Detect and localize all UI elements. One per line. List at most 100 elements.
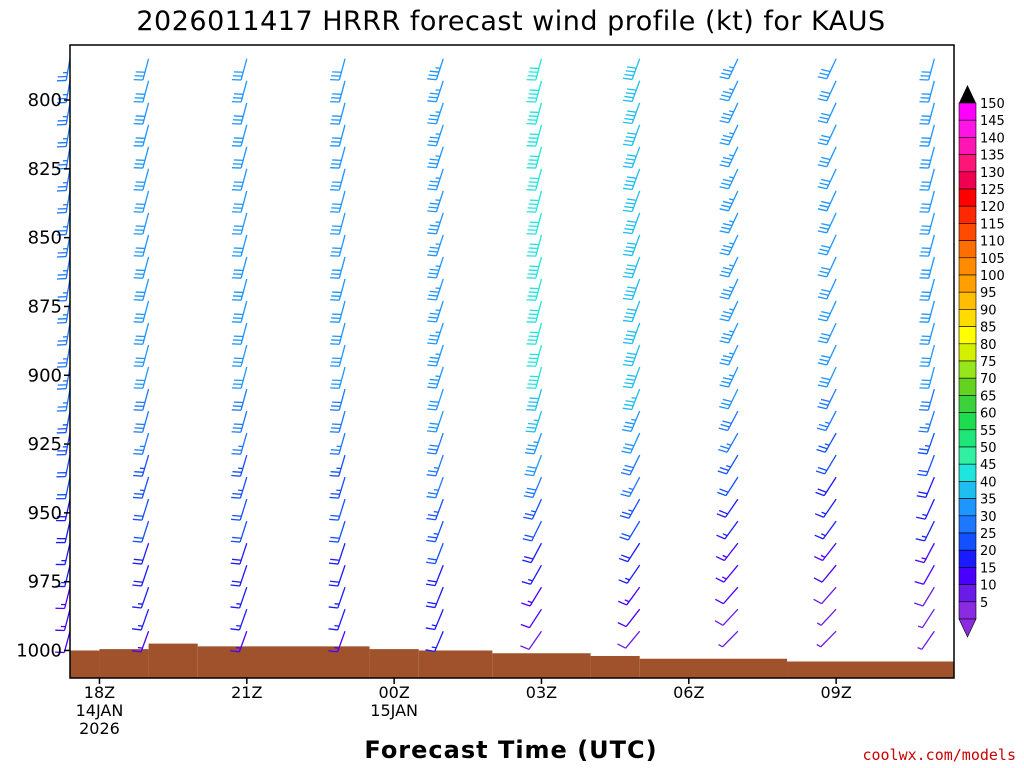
barb-full-feather (919, 448, 929, 451)
barb-full-feather (527, 405, 537, 407)
barb-half-feather (433, 532, 439, 535)
colorbar-label: 150 (980, 97, 1005, 112)
barb-full-feather (617, 600, 627, 606)
barb-half-feather (433, 467, 439, 469)
barb-full-feather (231, 431, 241, 433)
barb-full-feather (134, 449, 144, 451)
barb-full-feather (621, 450, 631, 454)
barb-full-feather (715, 577, 725, 583)
barb-shaft (928, 124, 935, 147)
barb-full-feather (721, 226, 731, 230)
barb-shaft (826, 322, 837, 344)
barb-shaft (239, 586, 248, 609)
barb-shaft (728, 300, 739, 322)
x-tick-label: 15JAN (370, 701, 418, 720)
barb-shaft (64, 565, 71, 587)
barb-full-feather (429, 290, 439, 293)
barb-full-feather (132, 540, 142, 543)
barb-full-feather (621, 429, 632, 432)
colorbar-low-cap (958, 618, 977, 638)
barb-full-feather (821, 112, 831, 117)
barb-half-feather (138, 603, 143, 605)
barb-full-feather (625, 334, 635, 337)
barb-shaft (928, 366, 935, 389)
barb-half-feather (821, 511, 827, 515)
colorbar-swatch (958, 481, 977, 499)
barb-shaft (535, 168, 543, 191)
barb-half-feather (533, 441, 539, 444)
barb-full-feather (526, 487, 537, 491)
colorbar-label: 105 (980, 252, 1005, 267)
barb-full-feather (624, 464, 634, 469)
barb-shaft (535, 124, 543, 147)
barb-full-feather (230, 606, 240, 609)
barb-full-feather (815, 470, 825, 475)
barb-full-feather (722, 420, 732, 425)
barb-full-feather (622, 275, 633, 279)
barb-full-feather (426, 430, 437, 433)
barb-full-feather (520, 645, 530, 650)
barb-full-feather (527, 466, 537, 469)
barb-full-feather (622, 187, 633, 191)
barb-full-feather (617, 643, 626, 649)
barb-full-feather (722, 178, 733, 183)
y-tick-label: 875 (28, 296, 62, 317)
barb-full-feather (230, 584, 240, 587)
barb-full-feather (819, 402, 829, 406)
barb-shaft (921, 630, 935, 650)
barb-full-feather (719, 142, 729, 146)
barb-full-feather (625, 312, 635, 315)
barb-full-feather (715, 555, 725, 562)
colorbar-swatch (958, 601, 977, 620)
barb-full-feather (623, 446, 633, 451)
barb-full-feather (426, 452, 437, 455)
barb-full-feather (622, 209, 633, 213)
barb-shaft (142, 146, 150, 169)
barb-full-feather (133, 536, 144, 539)
barb-shaft (925, 454, 935, 476)
barb-full-feather (230, 540, 241, 543)
barb-shaft (631, 344, 641, 366)
barb-half-feather (236, 603, 241, 605)
barb-full-feather (427, 492, 438, 495)
barb-full-feather (428, 140, 438, 143)
barb-full-feather (624, 139, 634, 143)
barb-full-feather (719, 98, 729, 102)
barb-full-feather (622, 297, 633, 301)
x-tick-label: 03Z (526, 683, 557, 702)
barb-shaft (338, 58, 346, 81)
barb-shaft (823, 476, 837, 496)
barb-full-feather (428, 74, 438, 77)
barb-full-feather (526, 426, 537, 429)
barb-full-feather (624, 117, 634, 121)
barb-full-feather (815, 491, 825, 497)
barb-full-feather (624, 382, 634, 385)
barb-full-feather (232, 536, 242, 539)
barb-half-feather (531, 510, 536, 513)
barb-shaft (629, 454, 641, 476)
barb-full-feather (814, 513, 824, 518)
barb-full-feather (427, 408, 437, 411)
barb-shaft (337, 564, 346, 587)
barb-half-feather (729, 242, 734, 245)
barb-full-feather (425, 627, 435, 631)
barb-shaft (824, 432, 837, 453)
x-tick-label: 00Z (378, 683, 409, 702)
barb-full-feather (720, 423, 730, 428)
barb-full-feather (916, 516, 926, 520)
barb-full-feather (429, 378, 439, 381)
barb-full-feather (329, 540, 339, 543)
barb-shaft (338, 454, 346, 477)
barb-shaft (142, 322, 150, 345)
colorbar-label: 100 (980, 269, 1005, 284)
barb-full-feather (133, 514, 144, 517)
barb-shaft (142, 190, 150, 213)
credit-link[interactable]: coolwx.com/models (862, 746, 1016, 764)
barb-full-feather (721, 248, 731, 252)
barb-shaft (142, 388, 150, 411)
barb-shaft (826, 278, 837, 300)
barb-shaft (824, 454, 837, 475)
barb-full-feather (429, 158, 439, 161)
barb-shaft (434, 542, 444, 564)
barb-shaft (727, 410, 739, 431)
